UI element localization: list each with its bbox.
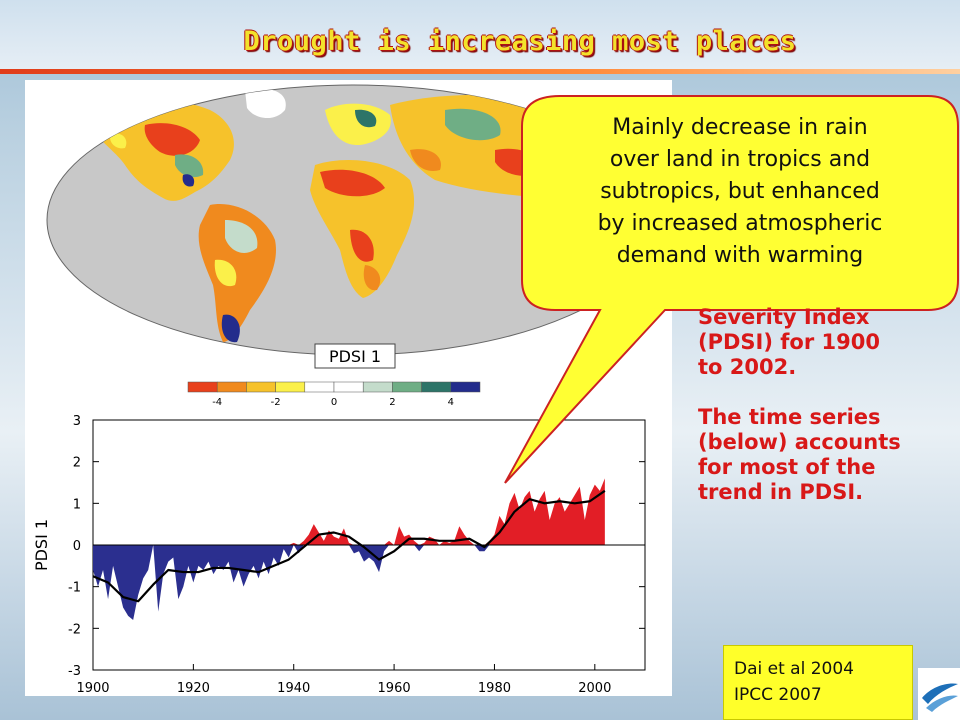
callout-line: by increased atmospheric (597, 211, 883, 236)
callout-shape (504, 95, 959, 484)
callout-text: Mainly decrease in rain over land in tro… (527, 112, 953, 272)
negative-area (93, 545, 605, 620)
x-tick-label: 1940 (277, 681, 310, 696)
side-description: Severity Index (PDSI) for 1900 to 2002. … (698, 305, 953, 530)
y-tick-label: 2 (73, 456, 81, 471)
y-tick-label: 1 (73, 497, 81, 512)
map-label: PDSI 1 (329, 347, 381, 366)
callout-line: subtropics, but enhanced (600, 179, 880, 204)
reference-line: Dai et al 2004 (734, 659, 854, 679)
side-line: Severity Index (698, 305, 870, 329)
colorbar-tick-label: -2 (271, 397, 281, 408)
x-tick-label: 1980 (478, 681, 511, 696)
colorbar-tick-label: 4 (448, 397, 454, 408)
side-line: trend in PDSI. (698, 480, 864, 504)
side-line: (below) accounts (698, 430, 901, 454)
y-tick-label: 0 (73, 539, 81, 554)
map-colorbar: -4 -2 0 2 4 (187, 381, 481, 408)
colorbar-tick-label: 2 (389, 397, 395, 408)
slide-title: Drought is increasing most places (243, 26, 797, 57)
reference-box: Dai et al 2004 IPCC 2007 (723, 645, 913, 720)
smoothed-trend-line (92, 489, 606, 603)
pdsi-time-series-chart: -3 -2 -1 0 1 2 3 1900 1920 1940 1960 1980 2000 PDSI 1 (32, 414, 646, 696)
y-tick-label: 3 (73, 414, 81, 429)
title-underline (0, 69, 960, 74)
callout-line: over land in tropics and (609, 147, 871, 172)
colorbar-swatch (450, 381, 481, 393)
colorbar-tick-label: 0 (331, 397, 337, 408)
reference-line: IPCC 2007 (734, 685, 822, 705)
side-line: (PDSI) for 1900 (698, 330, 880, 354)
callout-line: Mainly decrease in rain (612, 115, 868, 140)
y-tick-label: -1 (68, 581, 81, 596)
pdsi-map: PDSI 1 (46, 84, 660, 369)
side-paragraph-2: The time series (below) accounts for mos… (698, 405, 953, 505)
side-paragraph-1: Severity Index (PDSI) for 1900 to 2002. (698, 305, 953, 380)
map-land (85, 88, 638, 343)
figure-panel: PDSI 1 -4 -2 0 2 4 -3 -2 -1 0 1 2 3 1900 1920 1940 196… (25, 80, 672, 696)
y-axis-label: PDSI 1 (32, 519, 51, 571)
title-bar (0, 0, 960, 70)
logo-swoosh-icon (918, 668, 960, 720)
x-tick-label: 1920 (177, 681, 210, 696)
positive-area (93, 478, 605, 545)
colorbar-tick-label: -4 (212, 397, 222, 408)
figure-svg: PDSI 1 -4 -2 0 2 4 -3 -2 -1 0 1 2 3 1900 1920 1940 196… (32, 84, 660, 696)
x-tick-label: 1900 (76, 681, 109, 696)
x-tick-label: 2000 (578, 681, 611, 696)
side-line: to 2002. (698, 355, 797, 379)
callout-line: demand with warming (616, 243, 864, 268)
y-tick-label: -3 (68, 664, 81, 679)
side-line: for most of the (698, 455, 876, 479)
x-tick-label: 1960 (378, 681, 411, 696)
side-line: The time series (698, 405, 881, 429)
y-tick-label: -2 (68, 622, 81, 637)
map-label-box: PDSI 1 (314, 343, 396, 369)
